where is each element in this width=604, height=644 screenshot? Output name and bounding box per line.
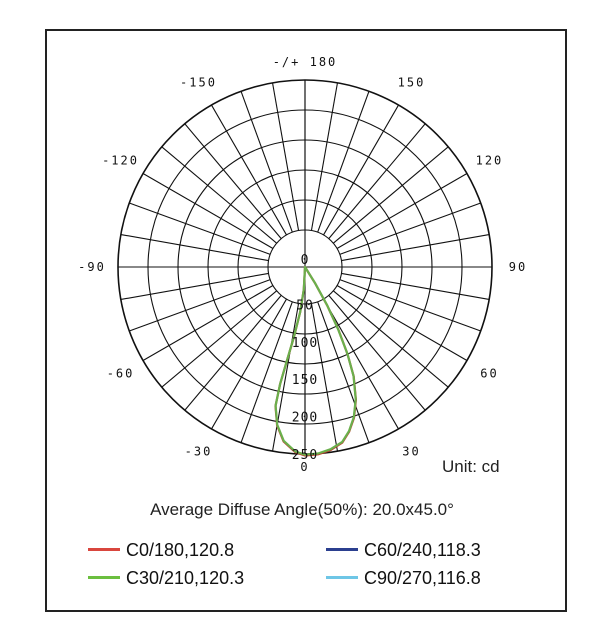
grid-spoke xyxy=(328,294,426,411)
grid-spoke xyxy=(332,290,449,388)
polar-grid xyxy=(117,79,493,455)
chart-frame xyxy=(45,29,567,612)
grid-spoke xyxy=(323,298,399,430)
grid-spoke xyxy=(310,303,339,452)
angle-labels: -/+ 180 -150 150 -120 120 -90 90 -60 60 -30 30 0 xyxy=(78,55,527,474)
grid-spoke xyxy=(271,82,300,231)
grid-spoke xyxy=(142,285,274,361)
diffuse-angle-summary: Average Diffuse Angle(50%): 20.0x45.0° xyxy=(150,500,454,519)
angle-label: 120 xyxy=(476,154,504,168)
angle-label: 150 xyxy=(398,76,426,90)
radial-tick-labels: 0 50 100 150 200 250 xyxy=(292,253,318,463)
grid-spoke xyxy=(240,301,293,443)
grid-spoke xyxy=(161,146,278,244)
grid-spoke xyxy=(120,233,269,262)
grid-spoke xyxy=(184,294,282,411)
angle-label: -120 xyxy=(102,154,139,168)
legend-swatch xyxy=(88,547,120,551)
legend-swatch xyxy=(88,575,120,579)
legend-item-c0-180: C0/180,120.8 xyxy=(88,540,234,561)
grid-spoke xyxy=(310,82,339,231)
unit-label: Unit: cd xyxy=(442,457,500,476)
radial-tick-label: 0 xyxy=(301,253,310,268)
angle-label: 30 xyxy=(402,444,420,458)
legend-swatch xyxy=(326,575,358,579)
angle-label: -60 xyxy=(107,367,135,381)
grid-spoke xyxy=(339,202,481,255)
grid-spoke xyxy=(142,173,274,249)
grid-spoke xyxy=(317,301,370,443)
radial-tick-label: 250 xyxy=(292,448,318,463)
grid-spoke xyxy=(211,298,287,430)
grid-spoke xyxy=(339,279,481,332)
intensity-curves xyxy=(274,265,357,457)
legend-swatch xyxy=(326,547,358,551)
grid-spoke xyxy=(317,91,370,233)
legend-label: C90/270,116.8 xyxy=(364,568,481,588)
grid-spoke xyxy=(341,233,490,262)
grid-spoke xyxy=(129,279,271,332)
grid-spoke xyxy=(332,146,449,244)
legend-item-c30-210: C30/210,120.3 xyxy=(88,568,244,589)
grid-spoke xyxy=(336,173,468,249)
grid-spoke xyxy=(336,285,468,361)
grid-spoke xyxy=(328,123,426,240)
legend-item-c60-240: C60/240,118.3 xyxy=(326,540,481,561)
legend-label: C0/180,120.8 xyxy=(126,540,235,560)
angle-label: 60 xyxy=(480,367,498,381)
grid-spoke xyxy=(323,104,399,236)
legend-label: C60/240,118.3 xyxy=(364,540,481,560)
legend-label: C30/210,120.3 xyxy=(126,568,245,588)
grid-spoke xyxy=(129,202,271,255)
radial-tick-label: 150 xyxy=(292,373,318,388)
grid-spoke xyxy=(240,91,293,233)
radial-tick-label: 100 xyxy=(292,336,318,351)
grid-spoke xyxy=(184,123,282,240)
legend-item-c90-270: C90/270,116.8 xyxy=(326,568,481,589)
angle-label: -150 xyxy=(180,76,217,90)
grid-spoke xyxy=(211,104,287,236)
intensity-curve xyxy=(274,265,357,456)
angle-label: -30 xyxy=(185,444,213,458)
angle-label: -90 xyxy=(78,260,106,274)
angle-label: 90 xyxy=(509,260,527,274)
radial-tick-label: 50 xyxy=(296,298,314,313)
grid-spoke xyxy=(120,272,269,301)
grid-spoke xyxy=(341,272,490,301)
angle-label: 0 xyxy=(300,460,309,474)
angle-label: -/+ 180 xyxy=(273,55,338,69)
radial-tick-label: 200 xyxy=(292,411,318,426)
grid-spoke xyxy=(161,290,278,388)
